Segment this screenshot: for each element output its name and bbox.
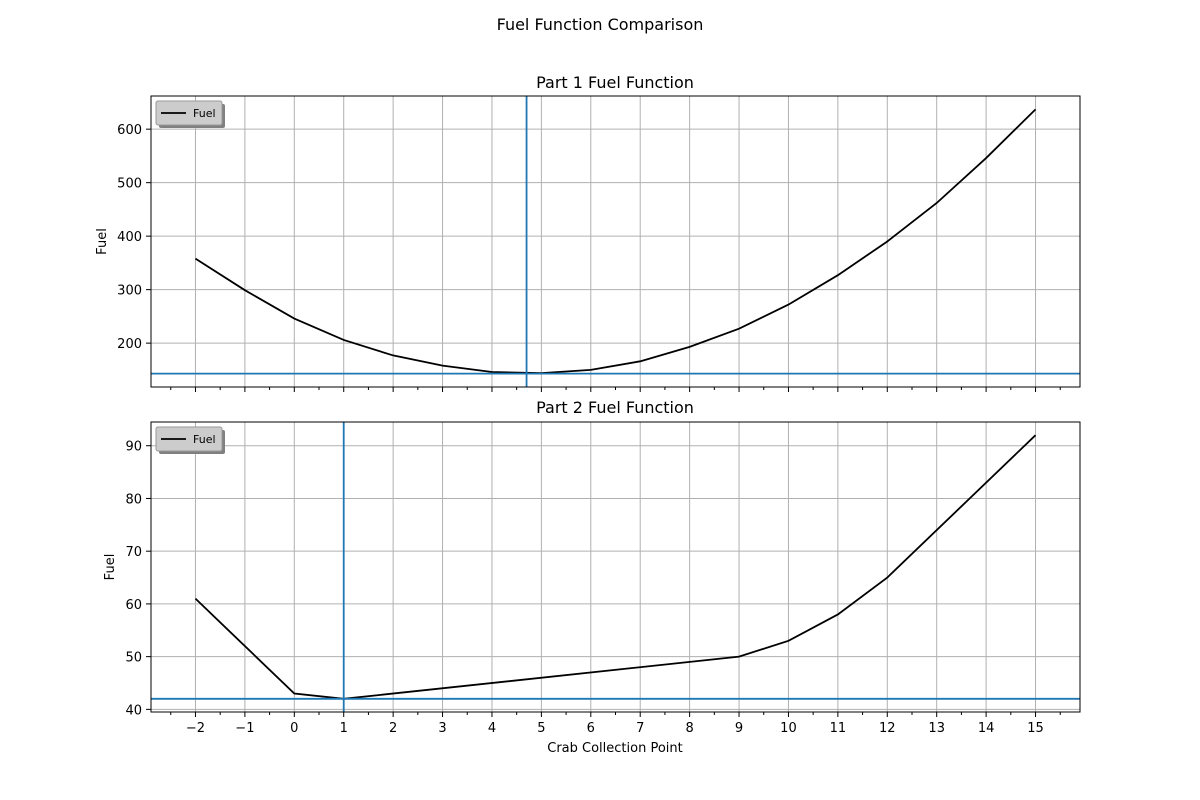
axes-frame (150, 421, 1081, 713)
y-tick-label: 200 (117, 337, 142, 352)
y-tick-label: 300 (117, 284, 142, 299)
x-tick-label: 15 (1027, 721, 1044, 736)
y-tick-label: 600 (117, 123, 142, 138)
x-tick-label: 12 (879, 721, 896, 736)
x-tick-label: 6 (587, 721, 595, 736)
y-tick-label: 500 (117, 177, 142, 192)
legend-label: Fuel (193, 107, 216, 120)
x-axis-label: Crab Collection Point (547, 741, 682, 756)
x-tick-label: 13 (928, 721, 945, 736)
y-tick-label: 90 (125, 440, 142, 455)
axes-frame (150, 95, 1081, 388)
legend-box (155, 100, 223, 126)
y-tick-label: 60 (125, 598, 142, 613)
panel-title: Part 2 Fuel Function (536, 398, 694, 417)
legend: Fuel (155, 426, 225, 454)
legend: Fuel (155, 100, 225, 128)
y-tick-label: 80 (125, 492, 142, 507)
x-tick-label: 9 (735, 721, 743, 736)
x-tick-label: 11 (830, 721, 847, 736)
y-axis-label: Fuel (95, 228, 110, 255)
panel-title: Part 1 Fuel Function (536, 73, 694, 92)
x-tick-label: −1 (235, 721, 254, 736)
x-tick-label: 8 (685, 721, 693, 736)
y-axis-label: Fuel (103, 554, 118, 581)
y-tick-label: 400 (117, 230, 142, 245)
y-tick-label: 70 (125, 545, 142, 560)
x-tick-label: 2 (389, 721, 397, 736)
x-tick-label: 14 (978, 721, 995, 736)
y-tick-label: 40 (125, 703, 142, 718)
legend-label: Fuel (193, 433, 216, 446)
x-tick-label: 5 (537, 721, 545, 736)
figure-title: Fuel Function Comparison (497, 15, 704, 34)
x-tick-label: 3 (438, 721, 446, 736)
panel-part2: Part 2 Fuel Function −2 −1 0 1 2 3 4 5 6 7 8 9 10 11 1… (103, 398, 1081, 736)
series-line (194, 434, 1037, 700)
x-tick-label: 4 (488, 721, 496, 736)
x-tick-label: 1 (340, 721, 348, 736)
panel-part1: Part 1 Fuel Function 200 300 400 500 600 Fuel… (95, 73, 1081, 392)
x-tick-label: −2 (186, 721, 205, 736)
x-tick-label: 7 (636, 721, 644, 736)
series-line (194, 108, 1037, 374)
x-tick-label: 0 (290, 721, 298, 736)
y-tick-label: 50 (125, 651, 142, 666)
legend-box (155, 426, 223, 452)
x-tick-label: 10 (780, 721, 797, 736)
